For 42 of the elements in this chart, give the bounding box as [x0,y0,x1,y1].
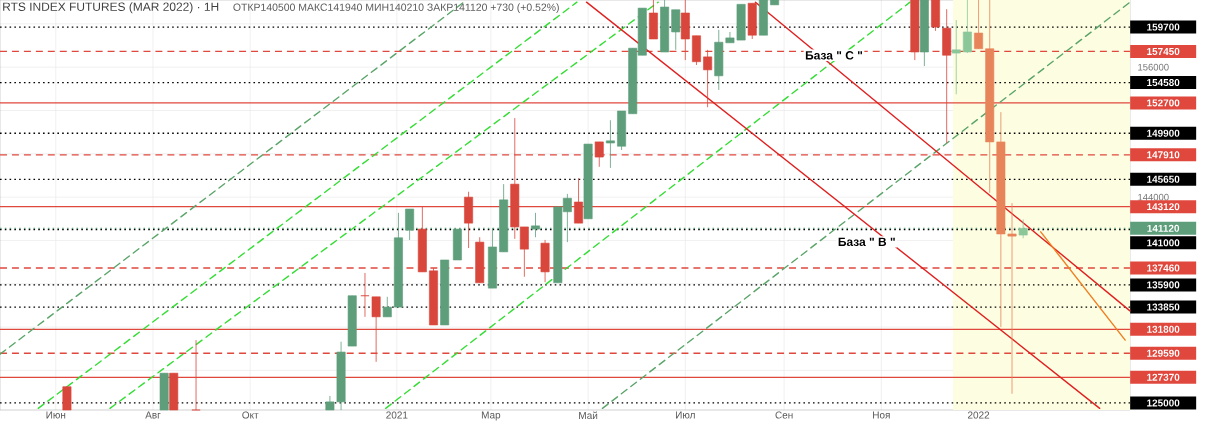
x-tick-label: Авг [145,411,161,419]
chart-title: RTS INDEX FUTURES (MAR 2022) · 1H [3,2,219,14]
x-tick-label: Июл [676,411,695,419]
x-tick-label: Май [579,411,598,420]
candlestick [62,386,72,411]
y-tick-label: 156000 [1138,63,1169,71]
y-tick-label: 144000 [1138,193,1169,201]
ref-line-label: 137460 [1147,264,1180,272]
candlestick [671,9,681,51]
ref-line-label: 152700 [1147,99,1180,107]
chart-subtitle: ОТКР140500 МАКС141940 МИН140210 ЗАКР141120 +730 (+0.52%) [233,3,559,14]
candlestick [605,119,615,169]
annotation: База " C " [805,51,863,60]
ref-line-label: 129590 [1147,349,1180,357]
ref-line-label: 141000 [1147,239,1180,247]
ref-line-label: 159700 [1147,23,1180,31]
ref-line-label: 143120 [1147,203,1180,211]
x-tick-label: Мар [481,411,501,421]
x-tick-label: Ноя [873,411,890,419]
ref-line-label: 127370 [1147,373,1180,381]
ref-line-label: 149900 [1147,129,1180,137]
ref-line-label: 125000 [1147,399,1180,407]
ref-line-label: 145650 [1147,175,1180,183]
candlestick [974,0,983,50]
candlestick [405,208,415,241]
ref-line-label: 157450 [1147,47,1180,55]
candlestick [1018,219,1028,239]
x-tick-label: 2021 [386,411,408,419]
x-tick-label: 2022 [967,411,990,419]
candlestick [382,296,392,318]
candlestick [962,0,972,54]
x-tick-label: Сен [775,411,793,419]
candlestick [951,19,961,95]
ref-line-label: 131800 [1147,325,1180,333]
ref-line-label: 147910 [1147,151,1180,159]
ref-line-label: 133850 [1147,303,1180,311]
ref-line-label: 135900 [1147,281,1180,289]
annotation: База " B " [838,237,895,247]
ref-line-label: 141120 [1147,224,1180,232]
ref-line-label: 154580 [1147,79,1180,87]
x-tick-label: Окт [242,411,259,419]
x-tick-label: Июн [46,411,66,419]
